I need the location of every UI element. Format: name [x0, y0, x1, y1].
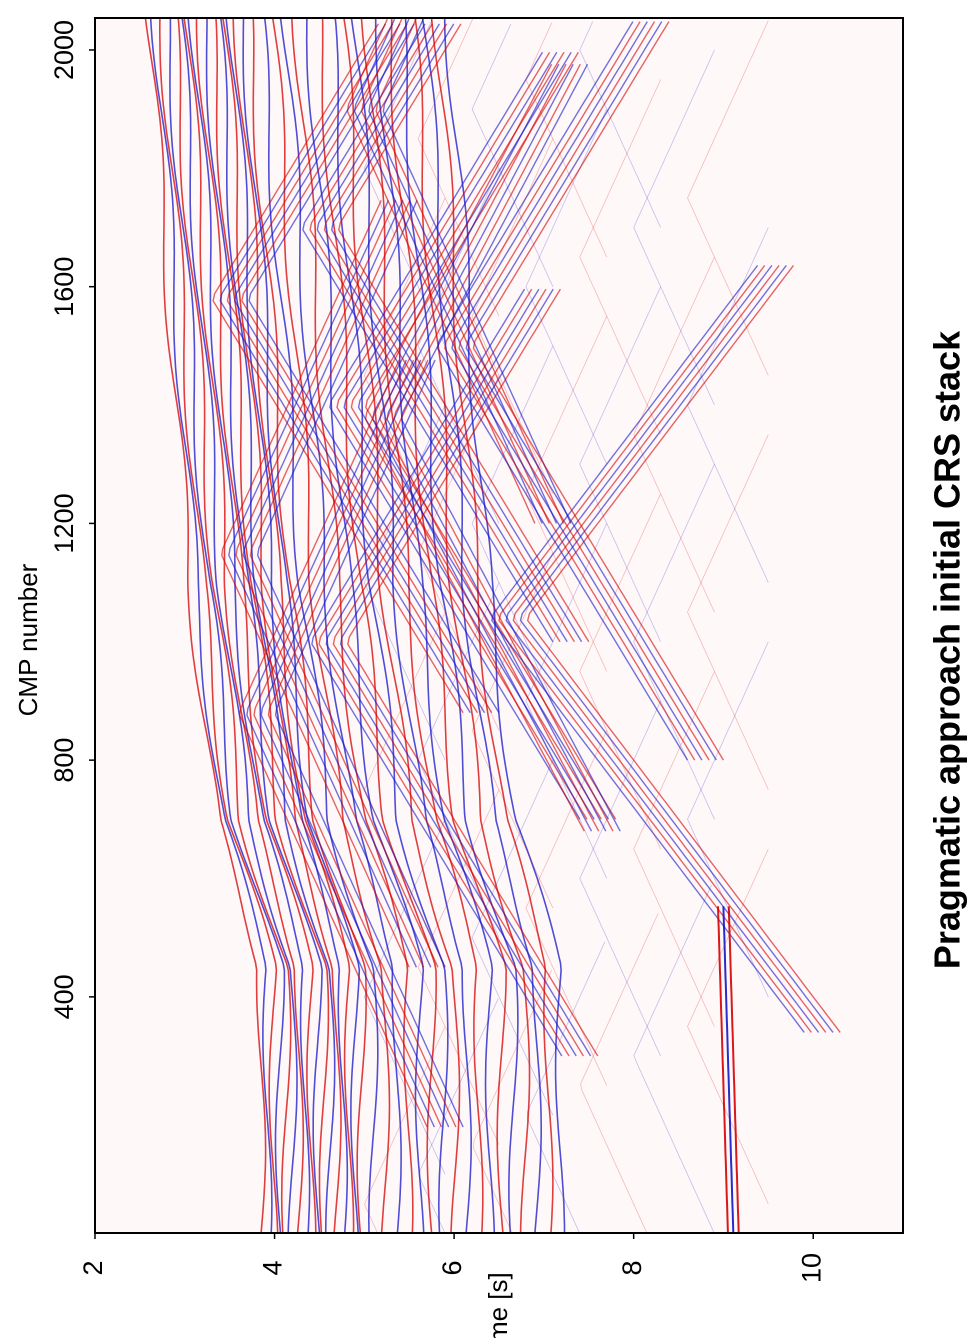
y-tick-label: 4 — [258, 1260, 288, 1275]
x-tick-label: 1200 — [49, 493, 79, 553]
y-tick-label: 2 — [78, 1260, 108, 1275]
x-tick-label: 2000 — [49, 20, 79, 80]
x-tick-label: 1600 — [49, 257, 79, 317]
y-tick-label: 6 — [437, 1260, 467, 1275]
y-axis-label: Time [s] — [483, 1272, 513, 1338]
x-tick-label: 400 — [49, 974, 79, 1019]
y-tick-label: 8 — [617, 1260, 647, 1275]
chart-title: Pragmatic approach initial CRS stack — [927, 330, 968, 969]
y-tick-label: 10 — [796, 1253, 826, 1283]
x-axis-label: CMP number — [13, 563, 43, 716]
x-tick-label: 800 — [49, 738, 79, 783]
figure: CMP number Time [s] Pragmatic approach i… — [0, 0, 976, 1338]
